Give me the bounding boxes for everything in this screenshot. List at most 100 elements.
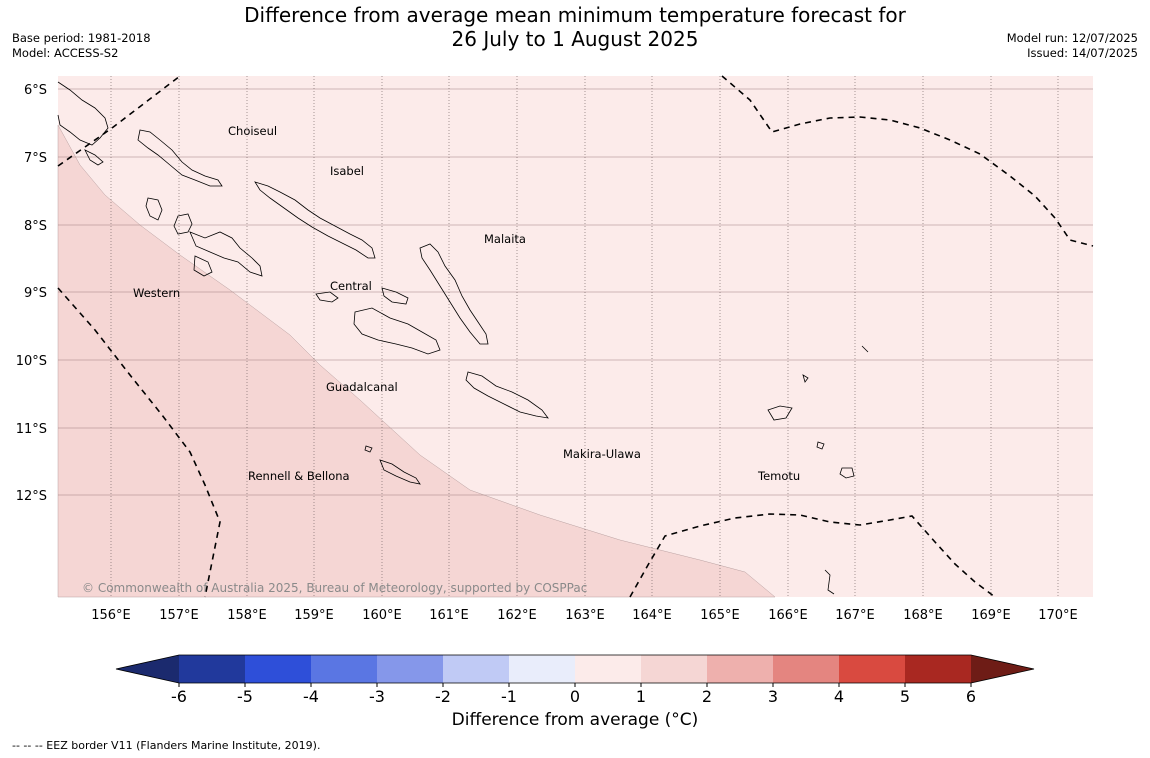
metadata-right: Model run: 12/07/2025 Issued: 14/07/2025 [1007, 31, 1138, 61]
lon-label: 156°E [91, 608, 131, 623]
colorbar-tick-label: -3 [369, 687, 385, 706]
vanikoro-coast [839, 467, 855, 479]
lat-label: 9°S [24, 286, 47, 301]
region-label-makira: Makira-Ulawa [563, 447, 641, 461]
region-label-guadalcanal: Guadalcanal [326, 380, 398, 394]
lon-label: 157°E [159, 608, 199, 623]
lon-label: 160°E [362, 608, 402, 623]
eez-legend-footer: -- -- -- EEZ border V11 (Flanders Marine… [12, 739, 321, 752]
lon-label: 167°E [835, 608, 875, 623]
region-label-malaita: Malaita [484, 232, 526, 246]
eez-border-north-png [57, 75, 181, 167]
lat-label: 12°S [16, 489, 47, 504]
base-period: Base period: 1981-2018 [12, 31, 151, 45]
eez-borders [57, 75, 1094, 598]
lat-label: 11°S [16, 422, 47, 437]
lon-label: 158°E [227, 608, 267, 623]
makira-coast [465, 371, 549, 419]
colorbar-tick-label: -5 [237, 687, 253, 706]
guadalcanal-coast [353, 307, 441, 355]
anomaly-band-1-2 [57, 124, 776, 598]
colorbar-tick-label: 6 [966, 687, 976, 706]
lat-label: 7°S [24, 151, 47, 166]
colorbar-tick-label: 1 [636, 687, 646, 706]
colorbar-segment [443, 655, 509, 683]
choiseul-coast [137, 129, 223, 187]
colorbar: -6 -5 -4 -3 -2 -1 0 1 2 3 4 5 6 [115, 654, 1035, 706]
metadata-left: Base period: 1981-2018 Model: ACCESS-S2 [12, 31, 151, 61]
colorbar-segment [179, 655, 245, 683]
kolombangara-coast [173, 213, 193, 235]
colorbar-segment [245, 655, 311, 683]
small-island-coast-3 [824, 569, 835, 595]
lon-label: 162°E [497, 608, 537, 623]
colorbar-title: Difference from average (°C) [451, 710, 699, 730]
vonavona-coast [193, 255, 213, 277]
lon-label: 169°E [971, 608, 1011, 623]
small-island-coast-1 [802, 374, 809, 383]
model-name: Model: ACCESS-S2 [12, 46, 119, 60]
lon-label: 164°E [632, 608, 672, 623]
colorbar-segment [707, 655, 773, 683]
lon-label: 166°E [768, 608, 808, 623]
bellona-coast [364, 445, 373, 453]
colorbar-tick-label: -4 [303, 687, 319, 706]
colorbar-segment [509, 655, 575, 683]
colorbar-tick-label: 0 [570, 687, 580, 706]
longitude-labels: 156°E 157°E 158°E 159°E 160°E 161°E 162°… [91, 608, 1078, 623]
region-label-choiseul: Choiseul [228, 124, 277, 138]
region-label-temotu: Temotu [757, 469, 800, 483]
eez-border-west [57, 287, 221, 598]
rennell-coast [379, 459, 421, 485]
florida-islands-coast [315, 291, 339, 303]
lon-label: 170°E [1038, 608, 1078, 623]
lat-label: 10°S [16, 354, 47, 369]
copyright-notice: © Commonwealth of Australia 2025, Bureau… [82, 581, 587, 595]
issued-date: Issued: 14/07/2025 [1027, 46, 1138, 60]
model-run: Model run: 12/07/2025 [1006, 31, 1138, 45]
title-line-2: 26 July to 1 August 2025 [451, 27, 699, 51]
region-label-rennell: Rennell & Bellona [248, 469, 350, 483]
small-island-coast-2 [861, 345, 869, 353]
colorbar-tick-label: -2 [435, 687, 451, 706]
new-georgia-coast [145, 197, 163, 221]
lon-label: 168°E [903, 608, 943, 623]
colorbar-tick-label: 3 [768, 687, 778, 706]
colorbar-segment [377, 655, 443, 683]
colorbar-segment [641, 655, 707, 683]
colorbar-segment [311, 655, 377, 683]
colorbar-tick-label: -1 [501, 687, 517, 706]
region-label-isabel: Isabel [330, 164, 364, 178]
region-label-western: Western [133, 286, 180, 300]
colorbar-over-triangle [971, 655, 1034, 683]
santa-cruz-coast [767, 405, 793, 421]
colorbar-tick-label: 2 [702, 687, 712, 706]
colorbar-under-triangle [116, 655, 179, 683]
lon-label: 163°E [565, 608, 605, 623]
map-title: Difference from average mean minimum tem… [0, 3, 1150, 51]
russell-islands-coast [381, 287, 409, 305]
colorbar-segment [905, 655, 971, 683]
lon-label: 159°E [294, 608, 334, 623]
utupua-coast [816, 441, 825, 450]
colorbar-tick-label: 4 [834, 687, 844, 706]
latitude-gridlines [58, 88, 1093, 496]
lon-label: 165°E [700, 608, 740, 623]
region-label-central: Central [330, 279, 372, 293]
lat-label: 6°S [24, 83, 47, 98]
eez-border-south-vanuatu [629, 513, 996, 598]
colorbar-tick-label: 5 [900, 687, 910, 706]
latitude-labels: 6°S 7°S 8°S 9°S 10°S 11°S 12°S [16, 83, 47, 504]
colorbar-tick-label: -6 [171, 687, 187, 706]
colorbar-segment [839, 655, 905, 683]
colorbar-segment [575, 655, 641, 683]
malaita-coast [419, 243, 489, 345]
vella-lavella-coast [189, 231, 263, 277]
colorbar-segment [773, 655, 839, 683]
region-labels: Choiseul Isabel Malaita Central Western … [133, 124, 800, 483]
lon-label: 161°E [429, 608, 469, 623]
bougainville-south-coast [84, 149, 104, 166]
isabel-coast [254, 181, 376, 259]
lat-label: 8°S [24, 219, 47, 234]
